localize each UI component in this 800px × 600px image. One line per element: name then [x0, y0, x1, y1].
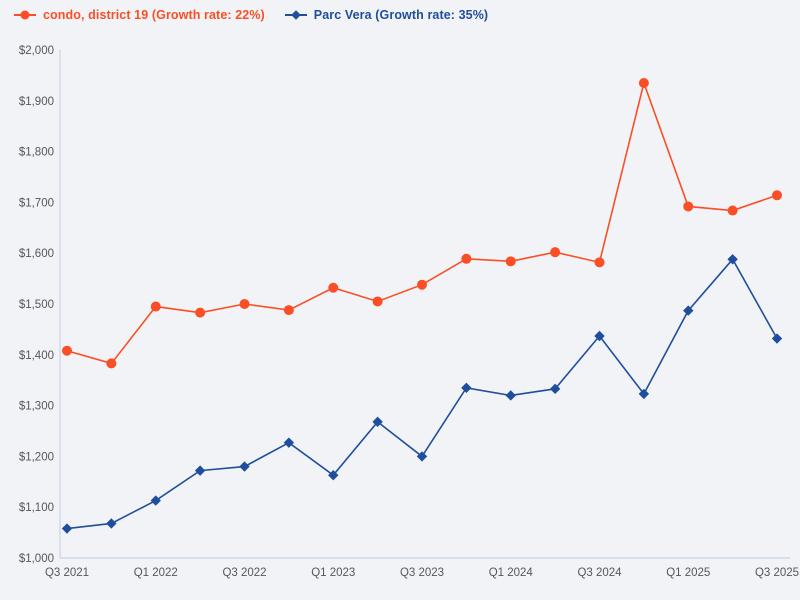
series-parc-vera: [61, 254, 783, 534]
data-point-circle: [727, 205, 738, 216]
x-tick-label: Q3 2025: [755, 567, 799, 579]
data-point-diamond: [239, 461, 250, 472]
x-tick-label: Q1 2024: [489, 567, 534, 579]
data-point-diamond: [727, 254, 738, 265]
data-point-diamond: [283, 437, 295, 448]
x-tick-label: Q1 2022: [134, 567, 178, 579]
chart-legend: condo, district 19 (Growth rate: 22%) Pa…: [14, 8, 488, 22]
data-point-circle: [106, 358, 117, 369]
data-point-circle: [372, 296, 383, 307]
data-point-diamond: [683, 305, 694, 316]
data-point-diamond: [461, 382, 472, 394]
data-point-diamond: [194, 465, 206, 476]
data-point-circle: [461, 253, 472, 264]
y-tick-label: $1,900: [19, 96, 54, 108]
legend-label-condo-district-19: condo, district 19 (Growth rate: 22%): [43, 8, 265, 22]
legend-marker-diamond-icon: [284, 10, 307, 20]
data-point-diamond: [61, 523, 73, 534]
x-axis-labels: Q3 2021 Q1 2022 Q3 2022 Q1 2023 Q3 2023 Q1 20…: [45, 567, 799, 579]
y-tick-label: $1,300: [19, 401, 54, 413]
data-point-circle: [62, 345, 72, 356]
series-condo-district-19: [62, 78, 782, 369]
data-point-diamond: [549, 383, 561, 395]
x-tick-label: Q3 2024: [577, 567, 622, 579]
data-point-circle: [772, 190, 782, 201]
y-tick-label: $1,500: [19, 299, 54, 311]
y-tick-label: $1,400: [19, 350, 54, 362]
data-point-diamond: [372, 416, 383, 428]
data-point-circle: [283, 305, 294, 316]
data-point-circle: [150, 301, 161, 312]
data-point-circle: [328, 282, 339, 293]
data-point-diamond: [150, 495, 161, 506]
y-axis-labels: $2,000 $1,900 $1,800 $1,700 $1,600 $1,500 $1,4…: [19, 45, 54, 565]
y-tick-label: $1,000: [19, 553, 54, 565]
data-point-diamond: [505, 390, 516, 401]
data-point-circle: [638, 78, 649, 89]
y-tick-label: $1,200: [19, 451, 54, 463]
legend-item-parc-vera[interactable]: Parc Vera (Growth rate: 35%): [284, 8, 489, 22]
data-point-diamond: [106, 518, 117, 529]
data-point-diamond: [416, 451, 428, 462]
data-point-circle: [683, 201, 694, 212]
data-point-diamond: [771, 333, 783, 344]
x-tick-label: Q1 2023: [311, 567, 355, 579]
x-tick-label: Q1 2025: [666, 567, 710, 579]
x-tick-label: Q3 2023: [400, 567, 444, 579]
y-tick-label: $1,800: [19, 147, 54, 159]
data-point-circle: [195, 307, 206, 318]
y-tick-label: $1,100: [19, 502, 54, 514]
data-point-circle: [239, 299, 250, 309]
data-point-circle: [550, 247, 561, 258]
legend-label-parc-vera: Parc Vera (Growth rate: 35%): [313, 8, 489, 22]
axes: [59, 50, 790, 559]
y-tick-label: $1,700: [19, 197, 54, 209]
data-point-diamond: [594, 330, 605, 342]
y-tick-label: $1,600: [19, 248, 54, 260]
data-point-circle: [417, 279, 427, 290]
legend-item-condo-district-19[interactable]: condo, district 19 (Growth rate: 22%): [14, 8, 265, 22]
y-tick-label: $2,000: [19, 45, 54, 57]
data-point-circle: [505, 256, 516, 267]
x-tick-label: Q3 2022: [222, 567, 266, 579]
x-tick-label: Q3 2021: [45, 567, 89, 579]
legend-marker-circle-icon: [14, 10, 36, 20]
data-point-circle: [594, 257, 605, 268]
data-point-diamond: [328, 469, 339, 481]
data-point-diamond: [638, 388, 650, 400]
